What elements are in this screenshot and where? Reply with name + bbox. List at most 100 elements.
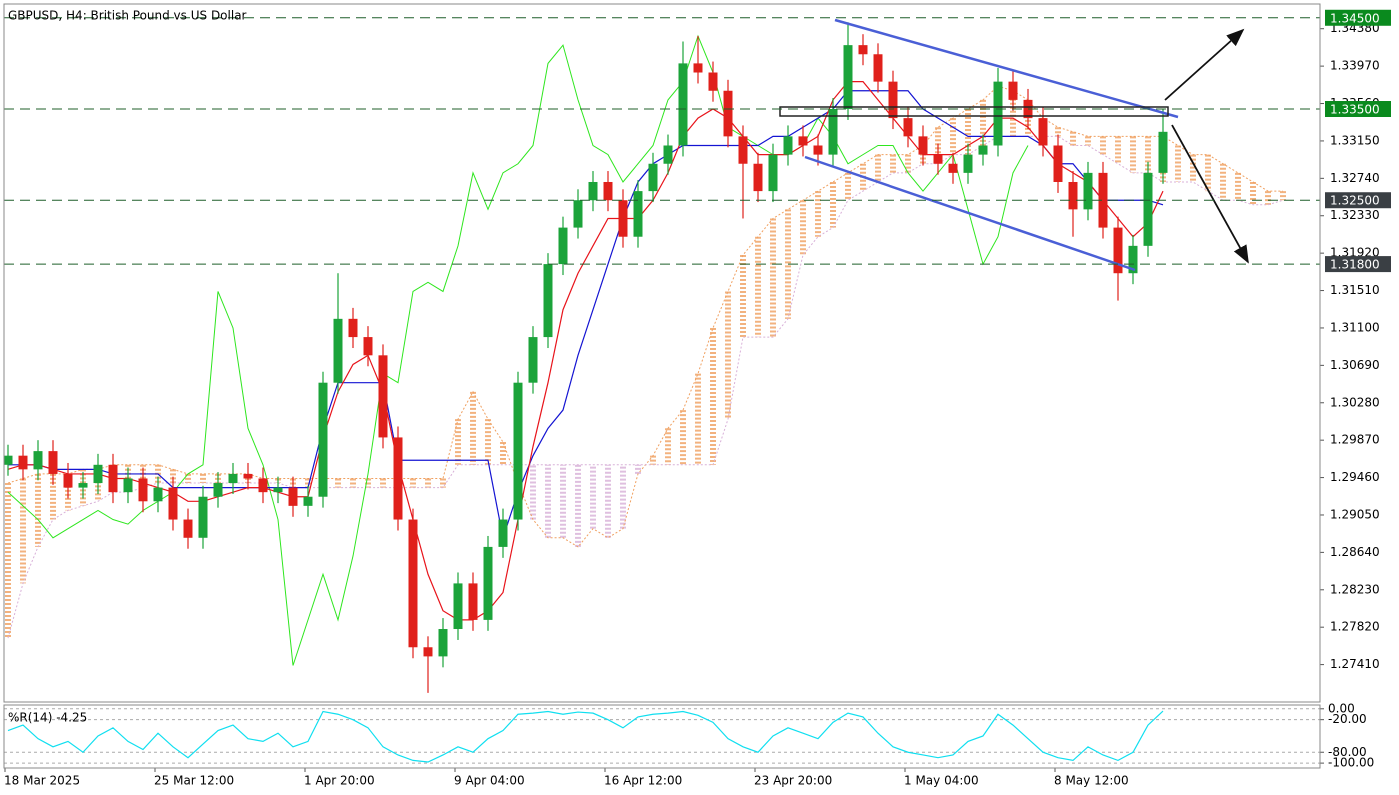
y-tick-label: 1.32740 <box>1330 171 1380 185</box>
candle-body <box>138 478 148 502</box>
candle-body <box>618 200 628 237</box>
candle-body <box>1053 145 1063 182</box>
candle-body <box>168 487 178 520</box>
candle-body <box>843 45 853 110</box>
candle-body <box>93 464 103 484</box>
candle-body <box>1158 131 1168 173</box>
candle-body <box>963 154 973 173</box>
y-tick-label: 1.29050 <box>1330 507 1380 521</box>
candle-body <box>753 163 763 192</box>
candle-body <box>888 81 898 119</box>
y-tick-label: 1.30280 <box>1330 395 1380 409</box>
candle-body <box>423 647 433 657</box>
candle-body <box>183 519 193 538</box>
candle-body <box>768 154 778 192</box>
candle-body <box>3 455 13 465</box>
level-label-box <box>1325 9 1391 26</box>
candle-body <box>438 629 448 657</box>
oscillator-label: %R(14) -4.25 <box>8 711 87 725</box>
candle-body <box>393 437 403 520</box>
level-label: 1.32500 <box>1330 194 1380 208</box>
candle-body <box>678 63 688 146</box>
candle-body <box>663 145 673 164</box>
y-tick-label: 1.27820 <box>1330 620 1380 634</box>
x-tick-label: 18 Mar 2025 <box>4 774 80 788</box>
candle-body <box>738 136 748 164</box>
candle-body <box>798 136 808 146</box>
candle-body <box>528 337 538 383</box>
candle-body <box>348 318 358 338</box>
candle-body <box>708 72 718 91</box>
candle-body <box>48 451 58 474</box>
candle-body <box>1083 172 1093 210</box>
span-b-line <box>7 135 1284 639</box>
candle-body <box>363 337 373 356</box>
candle-body <box>513 382 523 520</box>
y-tick-label: 1.32330 <box>1330 208 1380 222</box>
candle-body <box>198 496 208 538</box>
oscillator-tick-label: -20.00 <box>1328 712 1367 726</box>
resistance-box <box>779 106 1169 117</box>
candle-body <box>573 200 583 228</box>
y-tick-label: 1.27410 <box>1330 657 1380 671</box>
y-tick-label: 1.33150 <box>1330 133 1380 147</box>
candle-body <box>273 487 283 493</box>
candle-body <box>948 163 958 173</box>
candle-body <box>63 473 73 488</box>
y-tick-label: 1.31510 <box>1330 283 1380 297</box>
candle-body <box>153 487 163 502</box>
kijun-line <box>8 90 1164 541</box>
candle-body <box>483 546 493 620</box>
x-tick-label: 25 Mar 12:00 <box>154 774 234 788</box>
candle-body <box>1128 245 1138 274</box>
oscillator-line <box>7 710 1164 763</box>
candle-body <box>1068 181 1078 210</box>
candle-body <box>123 478 133 493</box>
candle-body <box>378 355 388 438</box>
candle-body <box>828 109 838 155</box>
candle-body <box>633 191 643 237</box>
candle-body <box>213 483 223 497</box>
level-label: 1.33500 <box>1330 103 1380 117</box>
x-tick-label: 1 Apr 20:00 <box>304 774 375 788</box>
arrow-up <box>1164 28 1245 101</box>
level-label: 1.34500 <box>1330 11 1380 25</box>
candle-body <box>918 136 928 155</box>
oscillator-frame <box>3 704 1321 769</box>
main-panel-frame <box>3 3 1321 703</box>
x-tick-label: 16 Apr 12:00 <box>604 774 682 788</box>
candle-body <box>1113 227 1123 274</box>
candle-body <box>18 455 28 470</box>
x-tick-label: 1 May 04:00 <box>904 774 979 788</box>
y-tick-label: 1.33970 <box>1330 59 1380 73</box>
candle-body <box>1038 118 1048 146</box>
level-label-box <box>1325 101 1391 118</box>
candle-body <box>108 464 118 493</box>
candle-body <box>303 496 313 506</box>
y-tick-label: 1.28230 <box>1330 582 1380 596</box>
annotations <box>779 18 1249 272</box>
candle-body <box>993 81 1003 146</box>
candle-body <box>648 163 658 192</box>
oscillator-tick-label: 0.00 <box>1328 701 1355 715</box>
candle-body <box>978 145 988 155</box>
candle-body <box>288 487 298 506</box>
candle-body <box>318 382 328 497</box>
candle-body <box>228 473 238 484</box>
candle-body <box>603 181 613 201</box>
arrow-down <box>1171 124 1249 264</box>
y-tick-label: 1.30690 <box>1330 358 1380 372</box>
level-label-box <box>1325 256 1391 273</box>
y-tick-label: 1.31100 <box>1330 320 1380 334</box>
candle-body <box>873 54 883 82</box>
candle-body <box>498 519 508 547</box>
candle-body <box>933 154 943 164</box>
chikou-line <box>7 34 1029 666</box>
candle-body <box>1143 172 1153 246</box>
candle-body <box>588 181 598 201</box>
y-tick-label: 1.28640 <box>1330 545 1380 559</box>
candle-body <box>693 63 703 73</box>
candle-body <box>258 478 268 493</box>
